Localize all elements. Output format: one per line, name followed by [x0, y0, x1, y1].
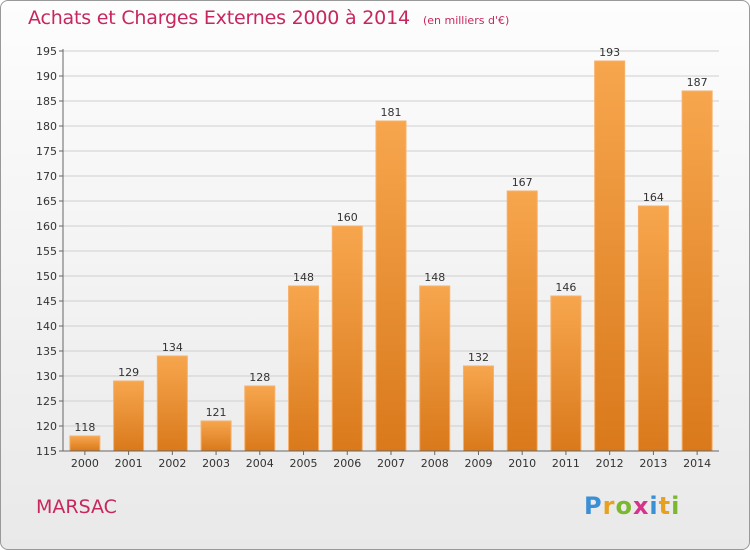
- y-tick-label: 185: [36, 95, 57, 108]
- y-tick-label: 140: [36, 320, 57, 333]
- bar-value-label: 148: [424, 271, 445, 284]
- y-tick-label: 130: [36, 370, 57, 383]
- x-tick-label: 2003: [202, 457, 230, 470]
- logo-letter: o: [615, 492, 633, 520]
- logo-letter: t: [658, 492, 672, 520]
- bar-value-label: 132: [468, 351, 489, 364]
- proxiti-logo[interactable]: Proxiti: [584, 492, 680, 520]
- bar: [244, 385, 276, 452]
- x-tick-label: 2012: [596, 457, 624, 470]
- y-tick-label: 165: [36, 195, 57, 208]
- bar: [637, 205, 669, 452]
- x-tick-label: 2008: [421, 457, 449, 470]
- bar: [375, 120, 407, 452]
- x-tick-label: 2014: [683, 457, 711, 470]
- y-tick-label: 180: [36, 120, 57, 133]
- logo-letter: x: [632, 492, 650, 520]
- x-tick-label: 2006: [333, 457, 361, 470]
- bar-value-label: 128: [249, 371, 270, 384]
- location-label: MARSAC: [36, 496, 117, 518]
- x-tick-label: 2001: [115, 457, 143, 470]
- y-tick-label: 160: [36, 220, 57, 233]
- bar-value-label: 187: [687, 76, 708, 89]
- y-tick-label: 195: [36, 45, 57, 58]
- y-tick-label: 150: [36, 270, 57, 283]
- bar-value-label: 164: [643, 191, 664, 204]
- bar: [156, 355, 188, 452]
- bar: [113, 380, 145, 452]
- logo-letter: i: [649, 492, 659, 520]
- bar-value-label: 134: [162, 341, 183, 354]
- bar: [69, 435, 101, 452]
- x-tick-label: 2011: [552, 457, 580, 470]
- x-tick-label: 2010: [508, 457, 536, 470]
- bar: [288, 285, 320, 452]
- bar-value-label: 118: [74, 421, 95, 434]
- logo-letter: P: [584, 492, 603, 520]
- bar: [200, 420, 232, 452]
- x-tick-label: 2004: [246, 457, 274, 470]
- chart-unit: (en milliers d'€): [422, 14, 510, 27]
- bar: [681, 90, 713, 452]
- logo-letter: i: [671, 492, 681, 520]
- bar: [331, 225, 363, 452]
- logo-letter: r: [602, 492, 616, 520]
- y-tick-label: 115: [36, 445, 57, 458]
- y-tick-label: 155: [36, 245, 57, 258]
- bar-value-label: 129: [118, 366, 139, 379]
- bar-value-label: 160: [337, 211, 358, 224]
- x-tick-label: 2009: [464, 457, 492, 470]
- x-tick-label: 2002: [158, 457, 186, 470]
- bar: [506, 190, 538, 452]
- y-tick-label: 120: [36, 420, 57, 433]
- x-tick-label: 2000: [71, 457, 99, 470]
- y-tick-label: 175: [36, 145, 57, 158]
- y-tick-label: 145: [36, 295, 57, 308]
- y-tick-label: 125: [36, 395, 57, 408]
- title-row: Achats et Charges Externes 2000 à 2014 (…: [28, 7, 509, 29]
- x-tick-label: 2005: [290, 457, 318, 470]
- bar-value-label: 148: [293, 271, 314, 284]
- bar: [462, 365, 494, 452]
- x-tick-label: 2013: [639, 457, 667, 470]
- bar: [419, 285, 451, 452]
- y-tick-label: 190: [36, 70, 57, 83]
- chart-title: Achats et Charges Externes 2000 à 2014: [28, 7, 410, 29]
- bar-value-label: 167: [512, 176, 533, 189]
- bar-value-label: 181: [381, 106, 402, 119]
- bar: [550, 295, 582, 452]
- bar-value-label: 121: [206, 406, 227, 419]
- y-tick-label: 170: [36, 170, 57, 183]
- bar-value-label: 193: [599, 46, 620, 59]
- bar: [594, 60, 626, 452]
- bar-value-label: 146: [555, 281, 576, 294]
- x-tick-label: 2007: [377, 457, 405, 470]
- y-tick-label: 135: [36, 345, 57, 358]
